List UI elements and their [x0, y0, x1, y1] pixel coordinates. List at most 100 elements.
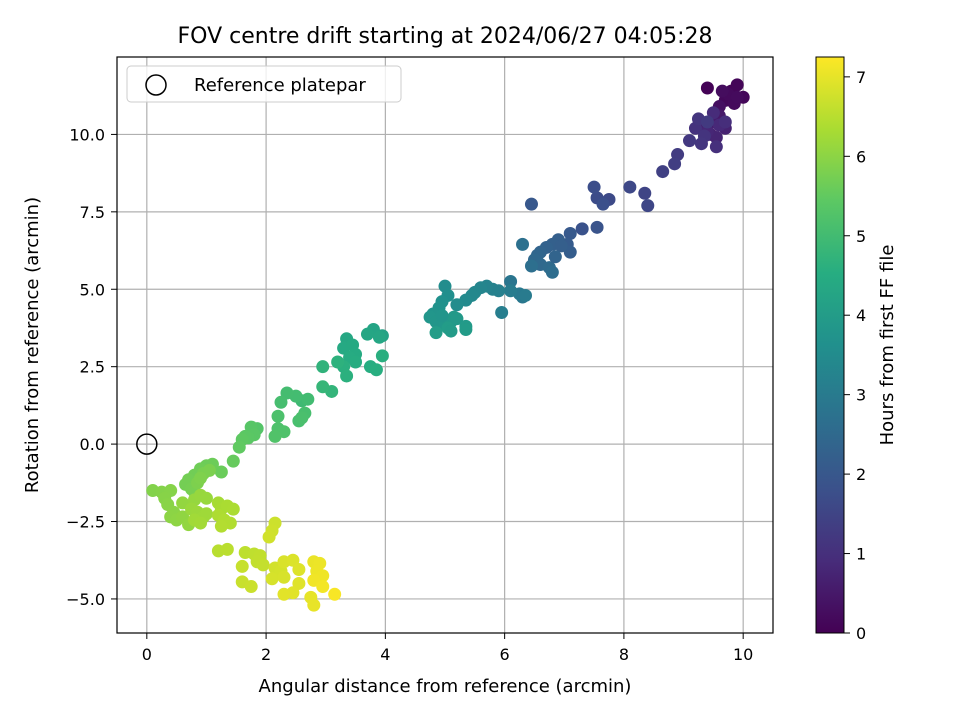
grid-lines [117, 57, 773, 633]
data-point [214, 465, 228, 479]
data-point [683, 134, 697, 148]
data-point [575, 222, 589, 236]
x-tick-label: 0 [142, 645, 152, 664]
chart-title: FOV centre drift starting at 2024/06/27 … [178, 24, 713, 49]
y-tick-label: −5.0 [66, 590, 105, 609]
legend-marker [145, 74, 167, 96]
data-point [277, 570, 291, 584]
x-tick-label: 4 [380, 645, 390, 664]
data-point [375, 349, 389, 363]
data-point [435, 309, 449, 323]
data-point [349, 355, 363, 369]
x-tick-label: 6 [500, 645, 510, 664]
data-point [668, 157, 682, 171]
data-point [331, 355, 345, 369]
data-point [700, 81, 714, 95]
data-point [495, 305, 509, 319]
data-point [193, 516, 207, 530]
data-point [715, 84, 729, 98]
data-point [504, 284, 518, 298]
data-point [316, 580, 330, 594]
data-point [372, 330, 386, 344]
data-point [256, 558, 270, 572]
legend-entry: Reference platepar [194, 75, 366, 96]
colorbar-tick-label: 1 [856, 545, 866, 564]
data-point [307, 598, 321, 612]
y-axis-label: Rotation from reference (arcmin) [22, 197, 43, 493]
data-point [235, 559, 249, 573]
data-point [450, 298, 464, 312]
data-point [730, 78, 744, 92]
data-point [450, 312, 464, 326]
data-point [519, 288, 533, 302]
colorbar [815, 56, 845, 634]
data-point [220, 542, 234, 556]
colorbar-tick-label: 4 [856, 306, 866, 325]
data-point [516, 237, 530, 251]
data-point [548, 250, 562, 264]
data-point [638, 186, 652, 200]
data-point [709, 140, 723, 154]
data-point [202, 463, 216, 477]
data-point [286, 553, 300, 567]
data-point [730, 90, 744, 104]
x-tick-label: 2 [261, 645, 271, 664]
data-point [199, 507, 213, 521]
data-point [504, 275, 518, 289]
data-point [444, 324, 458, 338]
data-point [268, 429, 282, 443]
data-point [706, 106, 720, 120]
colorbar-ticks: 0 1 2 3 4 5 6 7 [844, 68, 866, 643]
colorbar-tick-label: 7 [856, 68, 866, 87]
data-point [587, 180, 601, 194]
colorbar-tick-label: 6 [856, 147, 866, 166]
x-tick-label: 10 [733, 645, 753, 664]
data-point [590, 220, 604, 234]
data-point [459, 323, 473, 337]
data-point [280, 386, 294, 400]
y-tick-label: 10.0 [69, 125, 105, 144]
data-point [226, 502, 240, 516]
y-tick-label: 2.5 [80, 358, 105, 377]
data-point [340, 369, 354, 383]
y-tick-label: 0.0 [80, 435, 105, 454]
data-point [694, 137, 708, 151]
reference-platepar-marker [136, 433, 158, 455]
data-point [369, 363, 383, 377]
y-tick-label: 5.0 [80, 280, 105, 299]
x-axis-label: Angular distance from reference (arcmin) [259, 676, 632, 697]
data-point [524, 197, 538, 211]
data-point [226, 454, 240, 468]
plot-frame [116, 56, 774, 634]
data-points [146, 78, 750, 612]
colorbar-tick-label: 5 [856, 227, 866, 246]
data-point [214, 519, 228, 533]
x-tick-label: 8 [619, 645, 629, 664]
y-tick-label: 7.5 [80, 203, 105, 222]
colorbar-tick-label: 0 [856, 624, 866, 643]
data-point [232, 440, 246, 454]
data-point [292, 576, 306, 590]
data-point [718, 115, 732, 129]
data-point [623, 180, 637, 194]
data-point [641, 199, 655, 213]
data-point [328, 587, 342, 601]
data-point [316, 380, 330, 394]
data-point [554, 239, 568, 253]
data-point [244, 580, 258, 594]
colorbar-tick-label: 3 [856, 386, 866, 405]
data-point [193, 471, 207, 485]
y-axis-ticks: −5.0 −2.5 0.0 2.5 5.0 7.5 10.0 [66, 125, 117, 609]
data-point [656, 165, 670, 179]
legend: Reference platepar [126, 65, 402, 103]
data-point [295, 411, 309, 425]
data-point [429, 326, 443, 340]
y-tick-label: −2.5 [66, 513, 105, 532]
data-point [199, 491, 213, 505]
data-point [596, 197, 610, 211]
x-axis-ticks: 0 2 4 6 8 10 [142, 633, 753, 664]
data-point [274, 395, 288, 409]
data-point [292, 563, 306, 577]
legend-box [126, 65, 402, 103]
